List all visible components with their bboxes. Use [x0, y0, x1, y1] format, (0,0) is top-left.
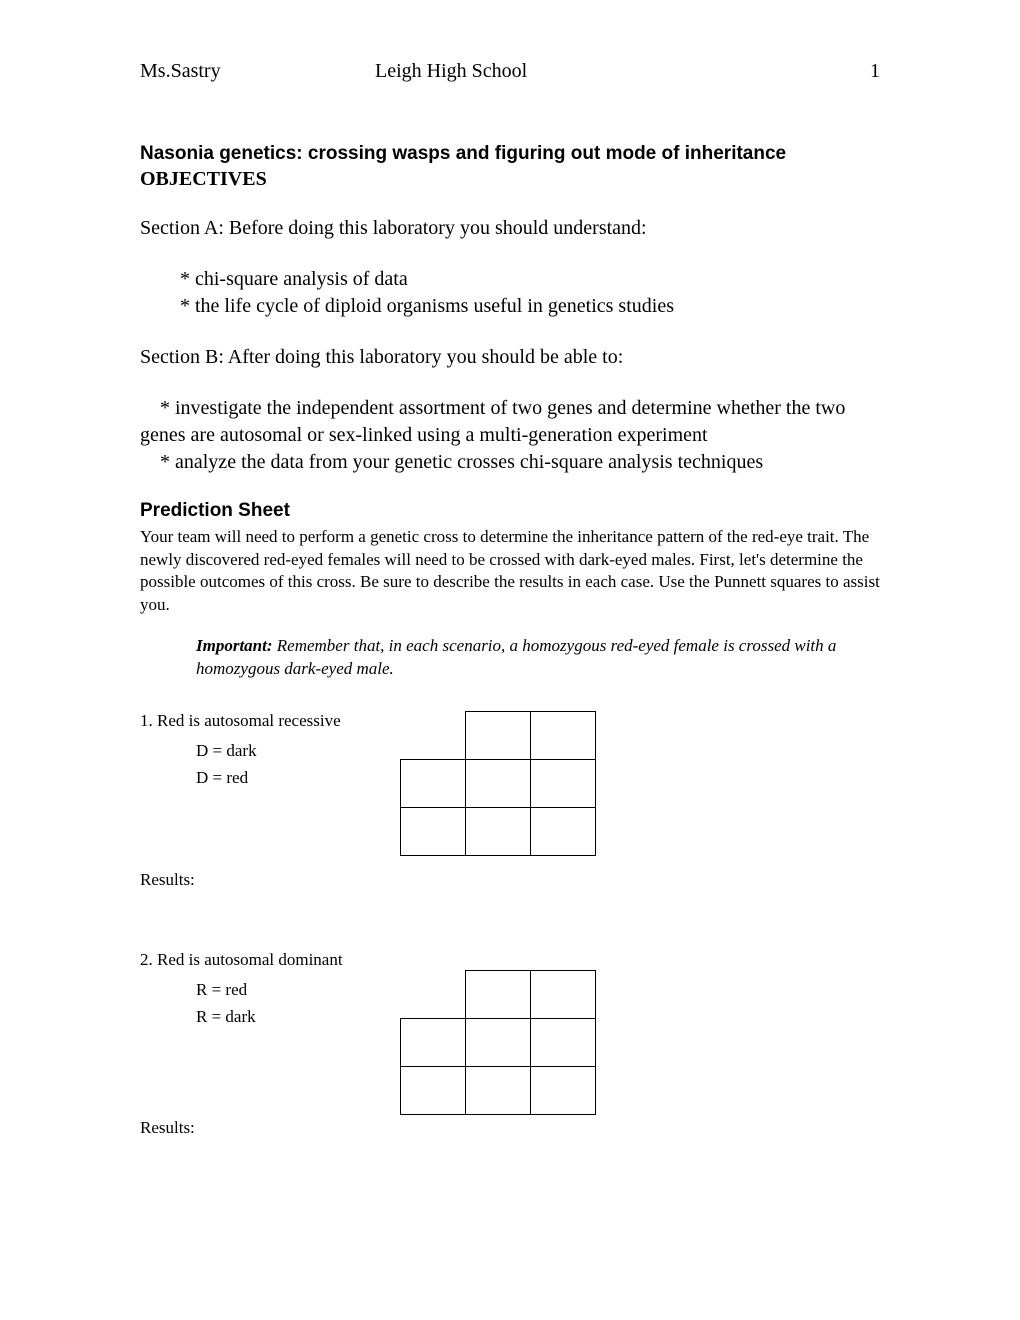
bullet-item: * chi-square analysis of data	[180, 266, 880, 293]
bullet-item: * the life cycle of diploid organisms us…	[180, 293, 880, 320]
section-a-intro: Section A: Before doing this laboratory …	[140, 215, 880, 242]
header-school: Leigh High School	[375, 60, 527, 83]
objectives-heading: OBJECTIVES	[140, 168, 880, 191]
important-text: Remember that, in each scenario, a homoz…	[196, 636, 836, 678]
prediction-text: Your team will need to perform a genetic…	[140, 526, 880, 618]
bullet-item: * analyze the data from your genetic cro…	[140, 449, 880, 476]
page-header: Ms.Sastry Leigh High School 1	[140, 60, 880, 83]
prediction-heading: Prediction Sheet	[140, 500, 880, 522]
punnett-square	[400, 970, 596, 1115]
scenario-title: 2. Red is autosomal dominant	[140, 950, 880, 970]
section-b-bullets: * investigate the independent assortment…	[140, 395, 880, 476]
punnett-square	[400, 711, 596, 856]
results-label: Results:	[140, 1118, 880, 1138]
important-label: Important:	[196, 636, 273, 655]
header-page-number: 1	[870, 60, 880, 83]
important-note: Important: Remember that, in each scenar…	[140, 635, 880, 681]
results-label: Results:	[140, 870, 880, 890]
bullet-item-continuation: genes are autosomal or sex-linked using …	[140, 422, 880, 449]
document-title: Nasonia genetics: crossing wasps and fig…	[140, 141, 880, 168]
scenario-1: 1. Red is autosomal recessive D = dark D…	[140, 711, 880, 889]
section-a-bullets: * chi-square analysis of data * the life…	[140, 266, 880, 320]
header-teacher: Ms.Sastry	[140, 60, 221, 83]
bullet-item: * investigate the independent assortment…	[140, 395, 880, 422]
section-b-intro: Section B: After doing this laboratory y…	[140, 344, 880, 371]
scenario-2: 2. Red is autosomal dominant R = red R =…	[140, 950, 880, 1138]
